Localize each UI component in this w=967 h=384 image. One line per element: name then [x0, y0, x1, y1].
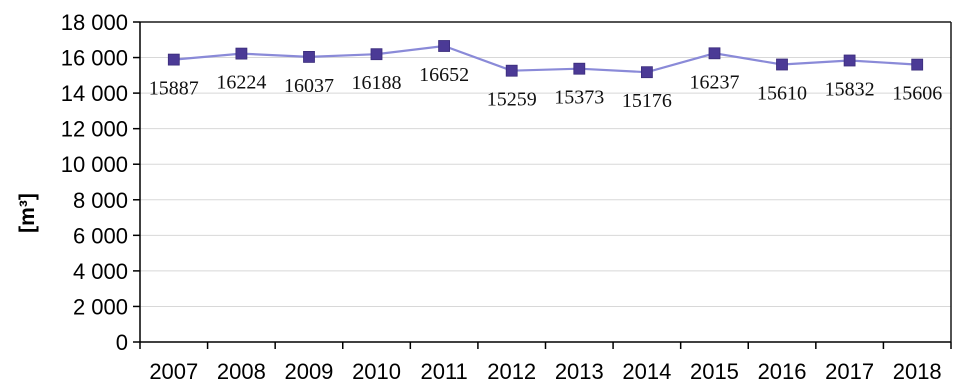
series-markers: [168, 41, 922, 78]
data-label: 16237: [690, 71, 740, 93]
data-label: 15259: [487, 89, 537, 111]
y-tick-label: 2 000: [73, 294, 128, 319]
data-label: 15373: [554, 87, 604, 109]
y-tick-label: 16 000: [61, 46, 128, 71]
data-point-marker: [439, 41, 450, 52]
x-tick-label: 2010: [352, 359, 401, 384]
data-label: 16224: [216, 72, 266, 94]
y-tick-label: 6 000: [73, 223, 128, 248]
data-label: 16188: [352, 72, 402, 94]
data-point-marker: [777, 59, 788, 70]
y-tick-label: 14 000: [61, 81, 128, 106]
x-tick-label: 2017: [825, 359, 874, 384]
x-tick-label: 2012: [487, 359, 536, 384]
y-tick-label: 4 000: [73, 259, 128, 284]
data-point-marker: [912, 59, 923, 70]
data-point-marker: [236, 48, 247, 59]
x-tick-label: 2014: [622, 359, 671, 384]
y-tick-label: 18 000: [61, 10, 128, 35]
data-label: 15176: [622, 90, 672, 112]
series-polyline: [174, 46, 917, 72]
data-point-marker: [641, 67, 652, 78]
x-tick-label: 2013: [555, 359, 604, 384]
x-tick-label: 2007: [149, 359, 198, 384]
data-point-marker: [371, 49, 382, 60]
y-tick-label: 0: [116, 330, 128, 355]
data-label: 15832: [825, 79, 875, 101]
y-tick-label: 12 000: [61, 117, 128, 142]
x-tick-label: 2008: [217, 359, 266, 384]
data-label: 15610: [757, 83, 807, 105]
gridlines: [140, 22, 951, 306]
x-tick-label: 2011: [420, 359, 467, 384]
x-tick-label: 2015: [690, 359, 739, 384]
data-point-marker: [574, 63, 585, 74]
x-axis-ticks: 2007 2008 2009 2010 2011 2012 2013 2014 2015 2016…: [149, 359, 941, 384]
data-point-marker: [844, 55, 855, 66]
y-axis-ticks: 0 2 000 4 000 6 000 8 000 10 000 12 000 14 000 1…: [61, 10, 128, 355]
y-axis-label: [m³]: [16, 193, 39, 233]
data-point-marker: [709, 48, 720, 59]
data-label: 15606: [892, 83, 942, 105]
data-label: 16037: [284, 75, 334, 97]
x-tick-label: 2016: [758, 359, 807, 384]
x-tick-label: 2018: [893, 359, 942, 384]
data-point-marker: [506, 65, 517, 76]
y-tick-label: 8 000: [73, 188, 128, 213]
data-label: 16652: [419, 64, 469, 86]
data-label: 15887: [149, 78, 199, 100]
series-line: [174, 46, 917, 72]
x-tick-label: 2009: [284, 359, 333, 384]
data-point-marker: [168, 54, 179, 65]
data-labels: 15887 16224 16037 16188 16652 15259 15373 15176…: [149, 64, 942, 112]
data-point-marker: [304, 51, 315, 62]
y-tick-label: 10 000: [61, 152, 128, 177]
